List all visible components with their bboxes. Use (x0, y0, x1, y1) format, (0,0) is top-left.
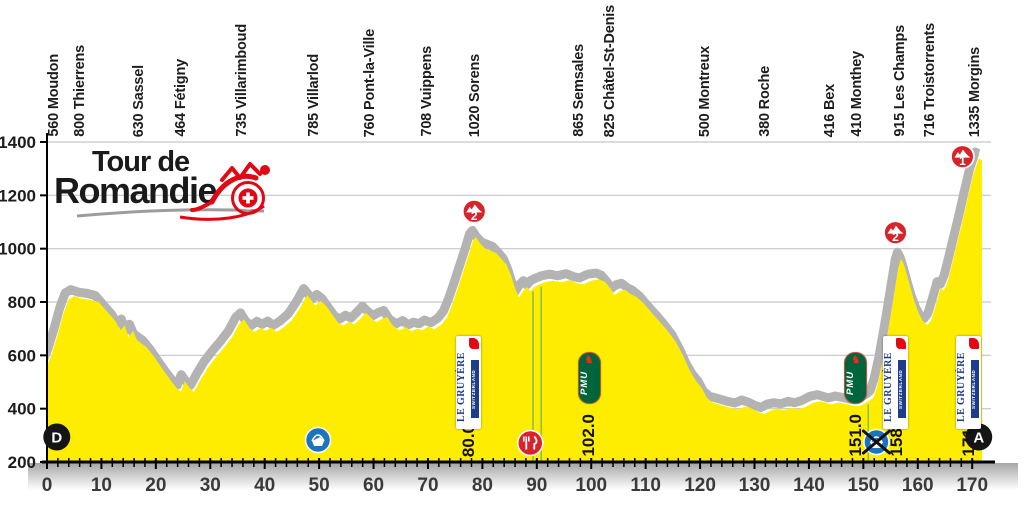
waypoint-label: 760 Pont-la-Ville (361, 28, 378, 137)
x-tick-label: 90 (526, 475, 547, 496)
x-tick-label: 160 (902, 475, 934, 496)
climb-cat2-badge: 2 (461, 198, 487, 224)
waypoint-label: 708 Vuippens (418, 46, 435, 137)
waypoint-label: 630 Sassel (131, 64, 148, 137)
gruyere-wordmark: LE GRUYÈRE (955, 352, 967, 423)
x-tick-label: 120 (684, 475, 716, 496)
gruyere-switzerland-banner: SWITZERLAND (970, 360, 979, 418)
x-tick-label: 100 (575, 475, 607, 496)
pmu-wordmark: PMU (845, 370, 857, 396)
start-badge: D (43, 423, 71, 451)
waypoint-label: 865 Semsales (571, 44, 588, 137)
feed-zone-end-icon (861, 428, 891, 456)
y-tick-label: 400 (8, 400, 36, 419)
gruyere-wordmark: LE GRUYÈRE (455, 352, 467, 423)
climb-cat1-badge: 1 (950, 144, 975, 170)
finish-letter: A (973, 430, 984, 447)
waypoint-label: 785 Villarlod (305, 54, 322, 137)
y-tick-label: 800 (8, 293, 36, 312)
y-tick-label: 200 (8, 453, 36, 472)
cross-line (861, 429, 891, 455)
gruyere-emblem-icon (468, 338, 479, 349)
x-tick-label: 0 (42, 475, 53, 496)
x-tick-label: 150 (848, 475, 880, 496)
x-tick-label: 170 (956, 475, 988, 496)
km-marker-label: 102.0 (579, 414, 599, 457)
pmu-wordmark: PMU (578, 370, 590, 396)
x-tick-label: 30 (200, 475, 221, 496)
waypoint-label: 800 Thierrens (71, 45, 88, 137)
race-logo: Tour de Romandie (52, 146, 302, 230)
start-letter: D (51, 430, 62, 447)
y-tick-label: 600 (8, 346, 36, 365)
waypoint-label: 1020 Sorens (466, 53, 483, 137)
waypoint-label: 410 Monthey (849, 51, 866, 137)
profile-area (47, 158, 982, 463)
x-tick-label: 70 (417, 475, 438, 496)
mountain-icon (466, 204, 483, 213)
x-tick-label: 40 (254, 475, 275, 496)
waypoint-label: 416 Bex (822, 83, 839, 137)
waypoint-label: 464 Fétigny (172, 59, 189, 137)
pmu-logo: ♞ PMU (844, 352, 868, 404)
x-tick-label: 130 (739, 475, 771, 496)
pmu-logo: ♞ PMU (577, 352, 601, 404)
y-tick-label: 1000 (0, 240, 36, 259)
finish-badge: A (965, 423, 993, 451)
y-tick-label: 1400 (0, 133, 36, 152)
gruyere-emblem-icon (968, 338, 979, 349)
waypoint-label: 560 Moudon (46, 54, 63, 137)
waypoint-label: 735 Villarimboud (233, 24, 250, 137)
waypoint-label: 915 Les Champs (892, 25, 909, 137)
climb-category-number: 2 (471, 209, 478, 223)
x-tick-label: 80 (472, 475, 493, 496)
x-tick-label: 140 (793, 475, 825, 496)
gruyere-wordmark: LE GRUYÈRE (883, 352, 895, 423)
mountain-icon (954, 149, 971, 158)
gruyere-switzerland-banner: SWITZERLAND (898, 360, 907, 418)
x-tick-label: 10 (91, 475, 112, 496)
gruyere-switzerland-banner: SWITZERLAND (470, 360, 479, 418)
climb-category-number: 1 (959, 154, 966, 168)
x-tick-label: 20 (145, 475, 166, 496)
cyclist-icon (76, 162, 270, 221)
climb-cat2-badge: 2 (883, 220, 908, 246)
feed-station-icon (517, 429, 544, 457)
x-tick-label: 110 (630, 475, 661, 496)
axis-shadow (28, 463, 1018, 490)
gruyere-emblem-icon (896, 338, 907, 349)
horse-icon: ♞ (850, 354, 861, 366)
logo-text-line1: Tour de (92, 146, 190, 178)
gruyere-logo: LE GRUYÈRE SWITZERLAND (883, 336, 909, 429)
y-tick-label: 1200 (0, 186, 36, 205)
climb-category-number: 2 (892, 230, 899, 244)
gruyere-logo: LE GRUYÈRE SWITZERLAND (455, 336, 481, 429)
waypoint-label: 825 Châtel-St-Denis (602, 4, 619, 137)
logo-swoosh (76, 208, 265, 218)
waypoint-label: 380 Roche (756, 66, 773, 137)
logo-text-line2: Romandie (54, 170, 218, 211)
horse-icon: ♞ (584, 354, 595, 366)
x-tick-label: 60 (363, 475, 384, 496)
waypoint-label: 500 Montreux (697, 45, 714, 137)
km-marker-label: 151.0 (845, 414, 865, 457)
waypoint-label: 1335 Morgins (967, 46, 983, 137)
x-tick-label: 50 (309, 475, 330, 496)
feed-zone-icon (304, 426, 332, 454)
mountain-icon (887, 225, 904, 234)
waypoint-label: 716 Troistorrents (922, 22, 939, 137)
gruyere-logo: LE GRUYÈRE SWITZERLAND (955, 336, 981, 429)
